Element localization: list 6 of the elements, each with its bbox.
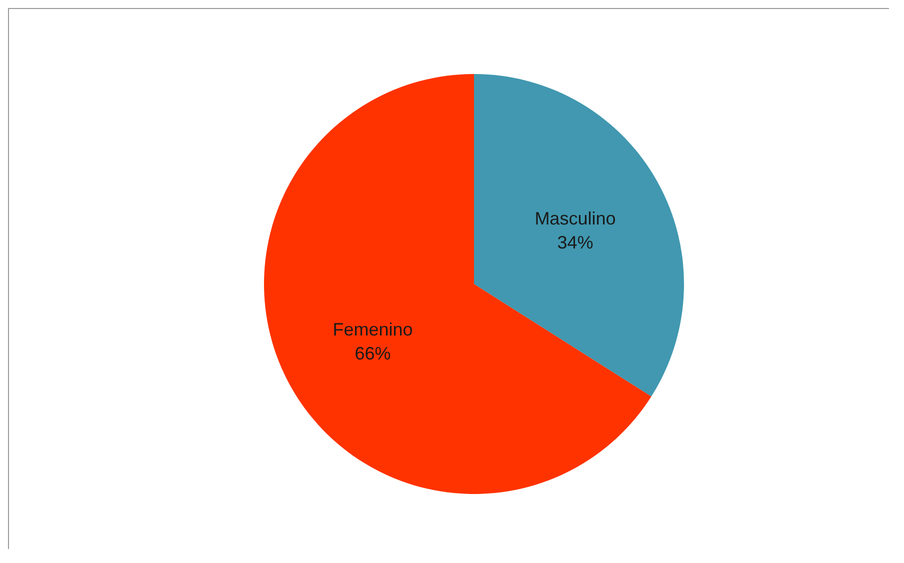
slice-label: Masculino: [534, 208, 616, 228]
pie-slice: [264, 74, 652, 494]
data-label: 66%: [354, 344, 391, 364]
pie-slice: [474, 74, 684, 397]
slice-label: Femenino: [332, 320, 413, 340]
data-label: 34%: [557, 232, 594, 252]
